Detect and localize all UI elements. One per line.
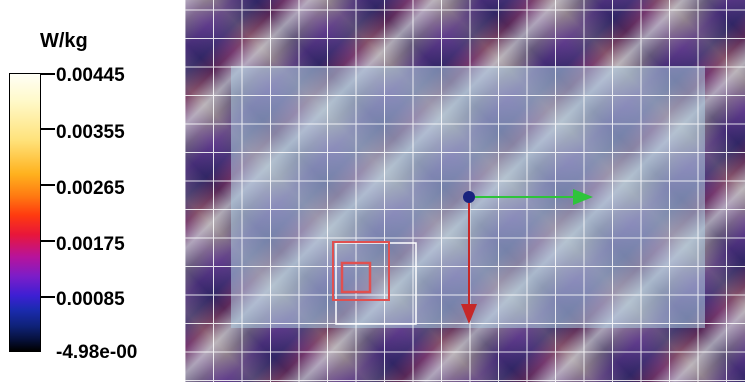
viewport-graphics [185,0,745,382]
colorbar [9,73,41,352]
legend-tick-label: 0.00265 [56,178,125,199]
color-legend: W/kg 0.00445 0.00355 0.00265 0.00175 0.0… [0,0,185,382]
legend-tick-mark [41,184,55,186]
mesh-grid [185,0,745,382]
legend-unit-label: W/kg [40,30,88,52]
origin-marker-icon[interactable] [463,191,475,203]
probe-outer-square[interactable] [332,241,390,301]
selection-box[interactable] [335,242,417,325]
legend-tick-label: 0.00355 [56,122,125,143]
legend-tick-mark [41,240,55,242]
legend-tick-mark [41,128,55,130]
legend-tick-label: -4.98e-00 [56,342,138,363]
legend-tick-mark [41,73,55,75]
sar-field-viewport[interactable] [185,0,745,382]
legend-tick-mark [41,296,55,298]
legend-tick-label: 0.00445 [56,65,125,86]
probe-inner-square[interactable] [340,261,372,294]
legend-tick-label: 0.00175 [56,234,125,255]
legend-tick-label: 0.00085 [56,289,125,310]
